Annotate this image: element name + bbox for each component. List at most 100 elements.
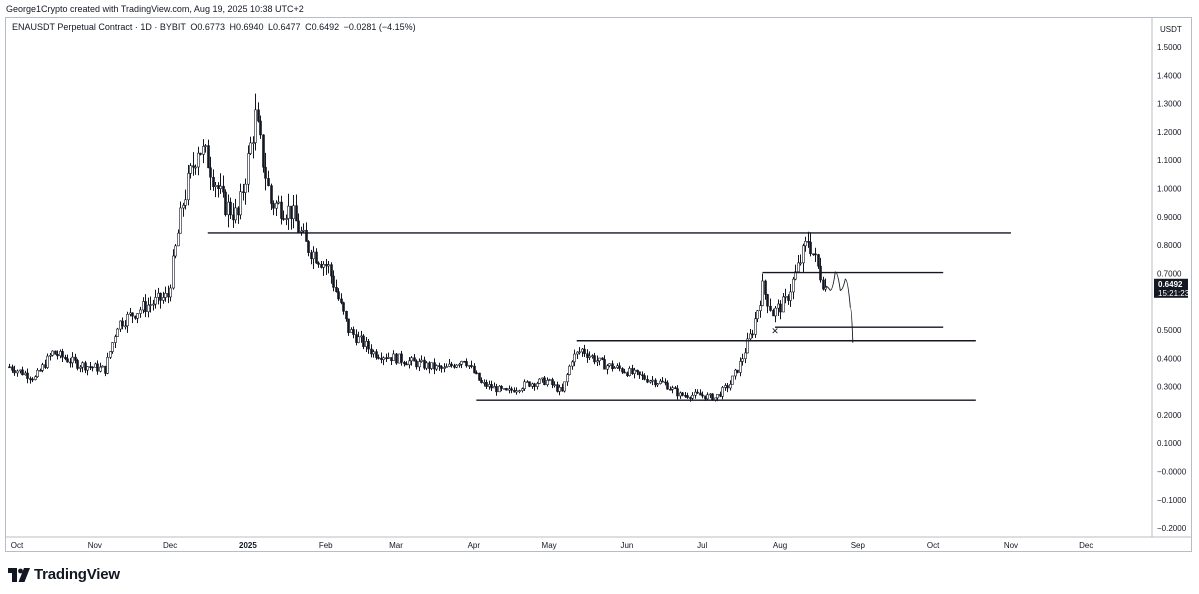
candle-up [716, 393, 719, 399]
candle-down [495, 386, 498, 393]
candle-up [382, 357, 385, 360]
price-axis[interactable]: 1.5000 1.4000 1.3000 1.2000 1.1000 1.0000 0.90… [1157, 43, 1187, 533]
candle-up [628, 368, 631, 376]
candle-down [377, 357, 380, 359]
candle-down [490, 384, 493, 389]
candle-down [270, 185, 273, 204]
candle-up [214, 185, 217, 187]
candle-down [131, 312, 134, 317]
candle-down [317, 262, 320, 265]
candle-up [425, 362, 428, 369]
candle-up [691, 394, 694, 399]
candle-up [563, 381, 566, 392]
tradingview-brand[interactable]: TradingView [8, 566, 120, 583]
candle-up [606, 365, 609, 370]
candle-up [34, 376, 37, 380]
candle-up [458, 364, 461, 366]
candle-up [36, 370, 39, 377]
candle-up [275, 202, 278, 209]
candle-down [779, 303, 782, 313]
price-tick-label: 0.5000 [1157, 326, 1182, 335]
candle-down [395, 353, 398, 364]
price-tick-label: 1.2000 [1157, 128, 1182, 137]
candle-down [257, 109, 260, 122]
candle-up [596, 360, 599, 363]
candle-up [187, 173, 190, 201]
candle-up [136, 313, 139, 319]
time-axis[interactable]: Oct Nov Dec 2025 Feb Mar Apr May Jun Jul Aug Sep Oct… [11, 541, 1094, 550]
candle-down [485, 382, 488, 387]
candle-down [297, 220, 300, 233]
candle-down [352, 329, 355, 335]
candle-down [621, 368, 624, 373]
candle-down [11, 366, 14, 371]
candle-down [413, 357, 416, 362]
candle-up [252, 142, 255, 144]
candle-up [746, 338, 749, 354]
candle-down [61, 351, 64, 358]
candle-up [247, 153, 250, 185]
candle-down [528, 381, 531, 387]
candle-down [438, 365, 441, 367]
price-tick-label: 0.1000 [1157, 439, 1182, 448]
candle-down [551, 379, 554, 385]
candle-up [410, 357, 413, 362]
candle-up [588, 355, 591, 358]
candle-down [623, 371, 626, 374]
ohlc-open: O0.6773 [190, 22, 225, 32]
price-tick-label: −0.1000 [1157, 496, 1187, 505]
candle-down [641, 374, 644, 377]
candle-up [568, 365, 571, 375]
time-tick-label: Jun [620, 541, 633, 550]
candle-up [249, 142, 252, 154]
candle-up [744, 352, 747, 359]
candle-down [751, 333, 754, 336]
candle-up [799, 262, 802, 265]
candle-down [212, 176, 215, 187]
candle-down [415, 360, 418, 368]
time-tick-label: Nov [88, 541, 102, 550]
candle-up [292, 205, 295, 220]
x-marker: ✕ [771, 327, 779, 337]
candle-up [548, 379, 551, 381]
candle-up [761, 280, 764, 306]
candle-down [89, 366, 92, 368]
candle-down [480, 379, 483, 384]
candle-up [789, 291, 792, 301]
candle-down [686, 395, 689, 398]
candle-up [129, 312, 132, 315]
candle-up [387, 357, 390, 359]
candle-down [543, 377, 546, 386]
candle-down [586, 353, 589, 358]
price-tick-label: 0.4000 [1157, 354, 1182, 363]
candle-up [164, 293, 167, 298]
candle-up [41, 364, 44, 371]
candle-down [76, 360, 79, 369]
candle-down [54, 350, 57, 355]
candle-up [189, 165, 192, 174]
candles-layer [8, 93, 827, 402]
candle-up [162, 297, 165, 301]
candle-up [797, 262, 800, 273]
candle-up [792, 278, 795, 293]
candle-up [172, 255, 175, 289]
candle-up [114, 336, 117, 343]
candle-up [142, 301, 145, 311]
price-axis-unit: USDT [1160, 25, 1182, 34]
candle-up [51, 350, 54, 356]
candle-up [71, 356, 74, 364]
candle-up [802, 245, 805, 264]
candle-up [521, 388, 524, 391]
price-tick-label: 1.5000 [1157, 43, 1182, 52]
candle-down [654, 379, 657, 386]
price-tick-label: 0.3000 [1157, 383, 1182, 392]
candle-down [342, 302, 345, 312]
candle-up [99, 366, 102, 372]
candle-up [571, 361, 574, 367]
candle-up [254, 109, 257, 143]
candle-down [817, 254, 820, 267]
candle-up [734, 369, 737, 377]
candle-down [766, 294, 769, 307]
candle-down [736, 369, 739, 373]
